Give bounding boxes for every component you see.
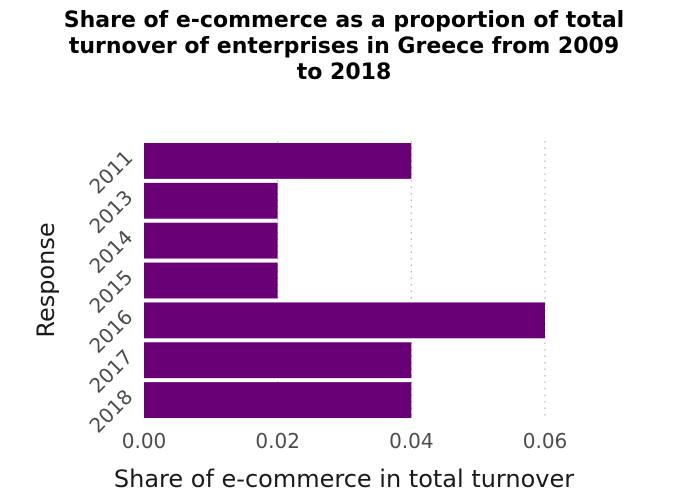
bar-2016 <box>144 302 545 339</box>
y-tick-label: 2013 <box>84 185 137 238</box>
x-tick-label: 0.04 <box>389 429 434 453</box>
bar-2014 <box>144 222 278 259</box>
bar-2011 <box>144 142 412 179</box>
bars <box>144 142 545 419</box>
bar-2013 <box>144 182 278 219</box>
x-tick-label: 0.02 <box>255 429 300 453</box>
x-tick-label: 0.06 <box>523 429 568 453</box>
y-axis-title: Response <box>32 222 60 337</box>
x-axis-title: Share of e-commerce in total turnover <box>114 465 574 493</box>
y-tick-label: 2011 <box>84 145 137 198</box>
bar-2018 <box>144 382 412 419</box>
bar-2015 <box>144 262 278 299</box>
x-tick-labels: 0.00 0.02 0.04 0.06 <box>122 429 568 453</box>
x-tick-label: 0.00 <box>122 429 167 453</box>
chart-title: Share of e-commerce as a proportion of t… <box>63 8 625 85</box>
y-tick-label: 2014 <box>84 225 137 278</box>
y-tick-label: 2017 <box>84 345 137 398</box>
y-tick-label: 2016 <box>84 305 137 358</box>
bar-2017 <box>144 342 412 379</box>
y-tick-label: 2015 <box>84 265 137 318</box>
